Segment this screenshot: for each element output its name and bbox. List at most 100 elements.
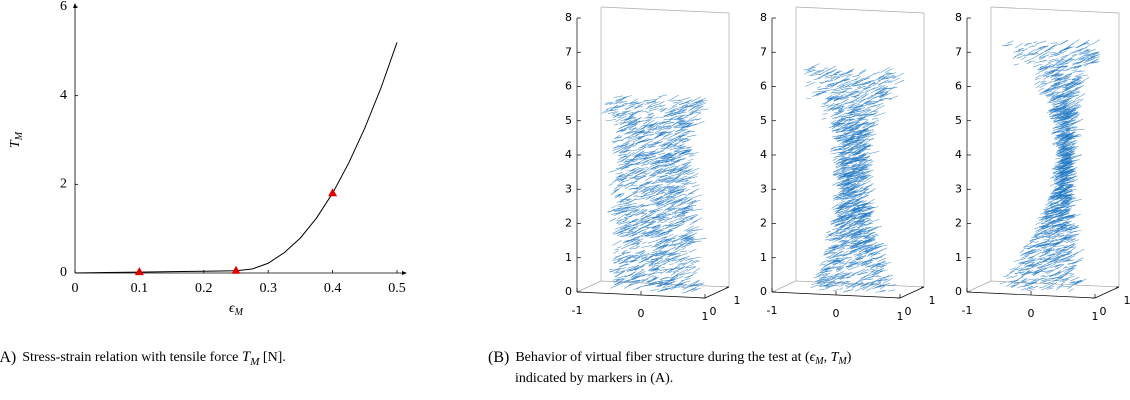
fiber xyxy=(839,288,842,290)
fiber xyxy=(636,246,640,247)
fiber xyxy=(813,91,824,92)
text-part: Stress-strain relation with tensile forc… xyxy=(22,350,242,365)
text-part: (B) xyxy=(488,349,509,366)
fiber xyxy=(652,168,656,170)
fiber xyxy=(626,212,632,216)
fiber xyxy=(685,189,690,192)
fiber xyxy=(683,105,688,106)
fiber xyxy=(663,123,667,125)
fiber xyxy=(863,272,869,274)
fiber xyxy=(669,264,673,265)
fiber xyxy=(846,259,851,262)
x-axis-label: ϵM xyxy=(229,301,244,318)
fiber xyxy=(668,95,678,101)
fiber xyxy=(642,194,651,197)
fiber xyxy=(1035,75,1041,79)
fiber xyxy=(613,152,617,153)
fiber xyxy=(646,112,650,113)
fiber xyxy=(1017,276,1023,280)
z-tick-label: 7 xyxy=(565,45,572,58)
fiber xyxy=(639,135,649,139)
fiber xyxy=(609,269,614,270)
fiber xyxy=(1067,287,1071,289)
fiber xyxy=(668,234,673,236)
fiber xyxy=(692,185,700,187)
fiber xyxy=(681,194,687,195)
fiber xyxy=(1043,258,1048,261)
fiber xyxy=(652,265,659,266)
fiber xyxy=(671,117,676,119)
fiber xyxy=(824,263,832,266)
x-tick-label: 0 xyxy=(638,307,645,320)
fiber xyxy=(1072,119,1083,124)
fiber xyxy=(626,279,636,281)
fiber xyxy=(833,289,838,291)
fiber xyxy=(652,97,661,102)
fiber xyxy=(619,186,623,188)
fiber xyxy=(650,290,655,291)
fiber xyxy=(691,195,702,199)
fiber xyxy=(1062,70,1068,71)
fiber xyxy=(1021,57,1026,60)
fiber xyxy=(638,168,648,169)
fiber xyxy=(1034,81,1040,85)
fiber xyxy=(1046,252,1057,256)
fiber xyxy=(1070,140,1075,143)
fiber xyxy=(894,80,904,84)
fiber xyxy=(694,121,704,125)
fiber xyxy=(614,124,618,125)
fiber xyxy=(867,74,876,78)
fiber xyxy=(637,105,642,106)
z-tick-label: 0 xyxy=(760,285,767,298)
fiber xyxy=(1050,234,1055,235)
fiber xyxy=(681,278,690,280)
fiber xyxy=(695,238,707,239)
fiber xyxy=(631,185,636,186)
fiber xyxy=(669,166,675,169)
z-tick-label: 0 xyxy=(565,285,572,298)
fiber xyxy=(863,203,869,204)
fiber xyxy=(855,288,864,291)
fiber xyxy=(689,249,696,252)
box-edge xyxy=(967,281,991,292)
fiber xyxy=(824,68,828,70)
fiber xyxy=(823,114,828,115)
fiber xyxy=(1074,249,1085,255)
fiber xyxy=(614,188,620,192)
fiber xyxy=(622,140,629,144)
text-part: (A) xyxy=(0,349,16,366)
fiber xyxy=(1067,205,1075,208)
fiber xyxy=(686,214,697,217)
fiber xyxy=(668,214,676,215)
z-tick-label: 5 xyxy=(955,114,962,127)
fiber xyxy=(682,176,687,177)
fiber xyxy=(612,179,618,183)
fiber xyxy=(659,101,665,104)
fiber xyxy=(613,251,618,254)
fiber xyxy=(642,111,648,112)
fiber xyxy=(1029,286,1038,289)
z-tick-label: 8 xyxy=(955,11,962,24)
fiber-bundle xyxy=(1000,39,1101,291)
fiber xyxy=(658,108,663,111)
fiber xyxy=(826,287,830,288)
fiber xyxy=(654,104,658,105)
fiber xyxy=(669,122,674,123)
x-tick-label: -1 xyxy=(962,304,973,317)
fiber xyxy=(641,245,652,247)
fiber xyxy=(822,105,830,107)
fiber xyxy=(866,138,873,142)
fiber xyxy=(614,249,618,250)
fiber xyxy=(636,239,643,242)
caption-b-line2: indicated by markers in (A). xyxy=(515,371,673,386)
fiber xyxy=(833,74,838,75)
fiber xyxy=(1038,258,1045,259)
fiber xyxy=(839,201,845,204)
z-tick-label: 4 xyxy=(760,148,767,161)
fiber xyxy=(828,278,836,281)
fiber xyxy=(1017,285,1029,288)
z-tick-label: 8 xyxy=(565,11,572,24)
fiber xyxy=(671,273,675,276)
fiber xyxy=(650,115,654,118)
